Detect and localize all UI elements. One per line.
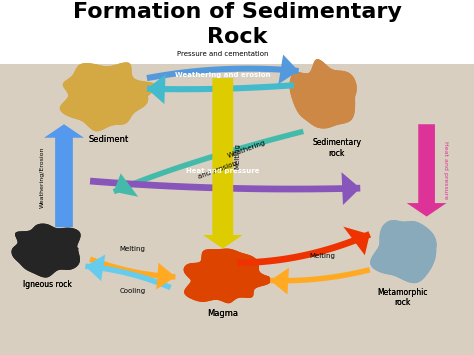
- Polygon shape: [407, 124, 447, 217]
- Text: Weathering/Erosion: Weathering/Erosion: [40, 147, 45, 208]
- Polygon shape: [343, 226, 370, 255]
- Text: and erosion: and erosion: [198, 160, 238, 180]
- Text: Formation of Sedimentary: Formation of Sedimentary: [73, 2, 401, 22]
- Text: Igneous rock: Igneous rock: [23, 280, 72, 289]
- Text: Melting: Melting: [120, 246, 146, 252]
- Text: Weathering and erosion: Weathering and erosion: [175, 72, 271, 78]
- Polygon shape: [184, 249, 270, 302]
- Polygon shape: [114, 173, 138, 197]
- Text: Metamorphic
rock: Metamorphic rock: [378, 288, 428, 307]
- Polygon shape: [61, 63, 155, 131]
- Polygon shape: [184, 249, 270, 302]
- Text: Sediment: Sediment: [89, 135, 129, 144]
- Polygon shape: [290, 60, 356, 128]
- Polygon shape: [371, 221, 436, 283]
- Polygon shape: [341, 172, 360, 205]
- Text: Melting: Melting: [310, 253, 335, 259]
- Text: Weathering: Weathering: [227, 140, 266, 159]
- Text: Metamorphic
rock: Metamorphic rock: [378, 288, 428, 307]
- Text: Pressure and cementation: Pressure and cementation: [177, 51, 269, 57]
- Text: Melting: Melting: [235, 143, 241, 169]
- Polygon shape: [371, 221, 436, 283]
- Polygon shape: [278, 55, 299, 84]
- Polygon shape: [203, 78, 243, 248]
- Text: Rock: Rock: [207, 27, 267, 47]
- Text: Heat and pressure: Heat and pressure: [443, 141, 448, 200]
- Text: Sedimentary
rock: Sedimentary rock: [312, 138, 361, 158]
- Text: Cooling: Cooling: [119, 288, 146, 294]
- Polygon shape: [270, 268, 289, 294]
- Polygon shape: [147, 74, 165, 104]
- Text: Igneous rock: Igneous rock: [23, 280, 72, 289]
- Polygon shape: [85, 255, 105, 281]
- Text: Sedimentary
rock: Sedimentary rock: [312, 138, 361, 158]
- Text: Magma: Magma: [207, 309, 238, 318]
- Polygon shape: [156, 263, 175, 289]
- Polygon shape: [12, 224, 80, 277]
- Text: Sediment: Sediment: [89, 135, 129, 144]
- FancyBboxPatch shape: [0, 0, 474, 64]
- Polygon shape: [12, 224, 80, 277]
- Text: Magma: Magma: [207, 309, 238, 318]
- Polygon shape: [44, 124, 84, 227]
- Polygon shape: [61, 63, 155, 131]
- Text: Heat and pressure: Heat and pressure: [186, 168, 260, 174]
- Polygon shape: [290, 60, 356, 128]
